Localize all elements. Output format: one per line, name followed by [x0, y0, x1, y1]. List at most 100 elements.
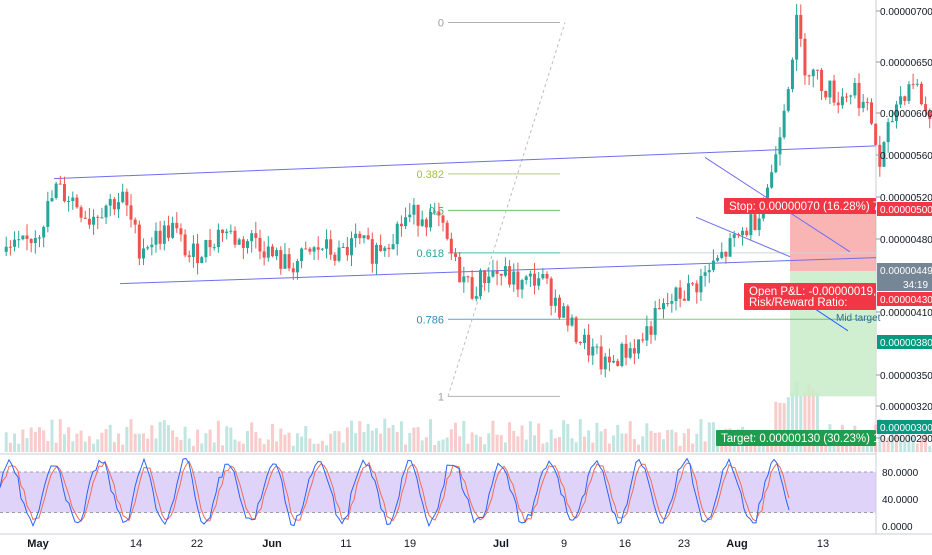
candle-body — [87, 218, 91, 225]
candle-body — [270, 246, 274, 257]
price-tick-label: 0.00000410 — [880, 308, 932, 319]
candle-body — [29, 238, 33, 244]
volume-bar — [587, 430, 591, 452]
candle-body — [632, 348, 636, 354]
candle-body — [216, 229, 220, 248]
volume-bar — [387, 427, 391, 452]
candle-body — [919, 83, 923, 105]
stoch-k-line — [0, 457, 790, 528]
main-pane[interactable] — [0, 0, 876, 453]
volume-bar — [745, 445, 749, 452]
price-badge[interactable] — [877, 277, 932, 291]
candle-body — [662, 303, 665, 310]
volume-bar — [67, 427, 71, 452]
volume-bar — [520, 425, 524, 452]
fib-level-label: 0 — [438, 18, 444, 30]
candle-body — [179, 228, 183, 235]
candle-body — [545, 274, 549, 279]
volume-bar — [562, 420, 566, 452]
volume-bar — [849, 445, 853, 452]
channel-upper-line[interactable] — [53, 145, 877, 180]
volume-bar — [454, 422, 457, 452]
stop-label-bg[interactable] — [724, 198, 876, 214]
position-labels[interactable]: Stop: 0.00000070 (16.28%) 70 Open P&L: -0… — [716, 198, 888, 446]
candle-body — [79, 207, 83, 218]
volume-bar — [753, 444, 757, 452]
volume-bar — [29, 427, 33, 452]
candle-body — [204, 240, 208, 258]
candle-body — [878, 144, 882, 167]
volume-bar — [171, 430, 175, 452]
time-tick-label: 22 — [191, 538, 203, 550]
candle-body — [325, 239, 329, 249]
fib-trend-line[interactable] — [447, 22, 566, 397]
candle-body — [620, 343, 624, 367]
candle-body — [703, 272, 707, 276]
volume-bar — [662, 439, 665, 452]
stoch-tick-label: 0.0000 — [882, 522, 913, 533]
price-badge[interactable] — [877, 292, 932, 306]
candle-body — [104, 205, 108, 218]
candle-body — [291, 268, 295, 273]
candle-body — [591, 346, 595, 356]
candle-body — [616, 360, 620, 367]
volume-bar — [857, 445, 861, 452]
volume-bar — [612, 435, 616, 452]
volume-bar — [491, 420, 495, 452]
volume-bar — [516, 436, 520, 452]
candle-body — [582, 334, 586, 344]
volume-bar — [628, 421, 632, 452]
volume-bar — [87, 436, 91, 452]
channel-lower-line[interactable] — [119, 257, 877, 285]
volume-bar — [778, 402, 782, 452]
time-axis[interactable]: May 14 22 Jun 11 19 Jul 9 16 23 Aug 13 — [27, 538, 829, 550]
price-badge[interactable] — [877, 202, 932, 216]
candle-body — [528, 273, 532, 277]
candle-body — [75, 197, 79, 208]
price-tick-label: 0.00000520 — [880, 193, 932, 204]
candle-body — [686, 283, 690, 301]
price-badge[interactable] — [877, 420, 932, 434]
candle-body — [166, 225, 170, 238]
candle-body — [71, 197, 75, 202]
candle-body — [221, 229, 225, 234]
volume-bar — [641, 436, 645, 452]
candle-body — [266, 246, 270, 258]
candle-body — [811, 69, 815, 77]
candle-body — [645, 326, 649, 341]
candle-body — [466, 276, 470, 278]
candle-body — [782, 110, 786, 138]
price-badge[interactable] — [877, 263, 932, 277]
volume-bar — [907, 429, 911, 452]
target-label-bg[interactable] — [716, 430, 876, 446]
volume-bar — [270, 423, 274, 452]
volume-bar — [50, 419, 54, 452]
candle-body — [337, 247, 341, 261]
volume-bar — [882, 419, 886, 452]
candle-body — [807, 75, 811, 77]
stochastic-oscillator[interactable]: 80.0000 40.0000 0.0000 — [0, 457, 919, 534]
volume-bar — [574, 442, 578, 452]
volume-bar — [674, 432, 678, 452]
price-axis[interactable]: 0.00000700 0.00000650 0.00000600 0.00000560… — [876, 7, 932, 445]
pnl-label-bg[interactable] — [744, 283, 876, 299]
volume-bar — [487, 433, 491, 452]
volume-bar — [503, 442, 507, 452]
volume-bar — [474, 434, 478, 452]
candle-body — [13, 239, 17, 247]
candle-body — [749, 214, 753, 236]
candle-body — [512, 271, 516, 285]
volume-bar — [512, 430, 516, 452]
candle-body — [890, 120, 894, 123]
volume-bar — [595, 422, 599, 452]
candle-body — [429, 211, 433, 228]
price-badge[interactable] — [877, 335, 932, 349]
candle-body — [8, 246, 12, 248]
risk-reward-label-bg[interactable] — [744, 296, 876, 310]
volume-bar — [75, 433, 79, 452]
candle-body — [637, 339, 641, 354]
volume-bar — [603, 428, 607, 452]
